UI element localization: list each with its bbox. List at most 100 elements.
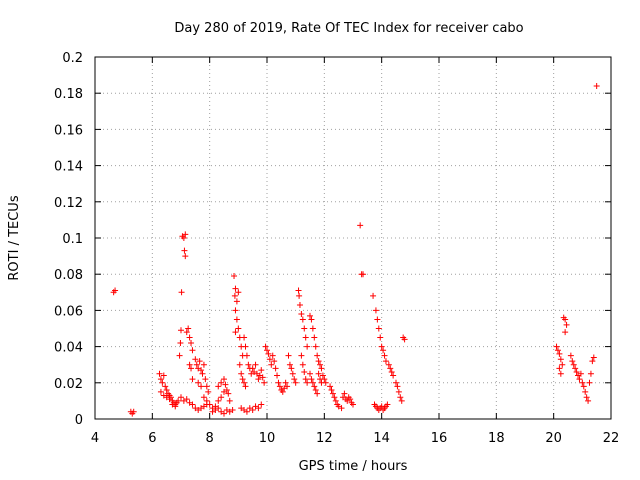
data-point bbox=[196, 358, 203, 365]
data-point bbox=[221, 376, 227, 383]
data-point bbox=[243, 408, 250, 415]
data-point bbox=[192, 356, 199, 363]
data-point bbox=[222, 381, 229, 388]
data-point bbox=[266, 356, 273, 363]
y-tick-label: 0.14 bbox=[54, 160, 83, 175]
data-point bbox=[587, 370, 594, 377]
data-point bbox=[377, 334, 384, 341]
data-point bbox=[258, 367, 265, 374]
data-point bbox=[261, 379, 268, 386]
data-point bbox=[298, 352, 305, 359]
data-point bbox=[275, 379, 282, 386]
y-tick-label: 0.06 bbox=[54, 304, 83, 319]
data-point bbox=[557, 356, 564, 363]
data-point bbox=[314, 352, 321, 359]
data-point bbox=[338, 405, 345, 412]
data-point bbox=[360, 271, 367, 278]
data-point bbox=[231, 292, 238, 299]
data-point bbox=[130, 408, 137, 415]
data-point bbox=[186, 334, 193, 341]
data-point bbox=[299, 316, 306, 323]
data-point bbox=[570, 361, 577, 368]
data-point bbox=[347, 396, 354, 403]
y-tick-label: 0.08 bbox=[54, 268, 83, 283]
data-point bbox=[314, 390, 321, 397]
data-point bbox=[242, 343, 249, 350]
grid-lines bbox=[95, 57, 611, 419]
data-point bbox=[372, 307, 379, 314]
data-point bbox=[586, 379, 593, 386]
data-point bbox=[318, 365, 325, 372]
data-point bbox=[215, 405, 222, 412]
data-point bbox=[307, 370, 313, 377]
data-point bbox=[567, 352, 574, 359]
data-point bbox=[308, 316, 315, 323]
data-point bbox=[218, 394, 225, 401]
data-point bbox=[249, 365, 256, 372]
data-point bbox=[288, 365, 295, 372]
data-points bbox=[110, 82, 600, 417]
data-point bbox=[387, 365, 394, 372]
data-point bbox=[580, 383, 587, 390]
data-point bbox=[590, 354, 597, 361]
data-point bbox=[292, 379, 299, 386]
data-point bbox=[203, 383, 210, 390]
data-point bbox=[332, 397, 339, 404]
data-point bbox=[176, 352, 183, 359]
data-point bbox=[235, 325, 242, 332]
data-point bbox=[291, 376, 298, 383]
x-tick-label: 16 bbox=[431, 431, 448, 446]
data-point bbox=[382, 358, 389, 365]
data-point bbox=[562, 329, 569, 336]
data-point bbox=[289, 370, 296, 377]
data-point bbox=[378, 343, 385, 350]
data-point bbox=[395, 388, 402, 395]
data-point bbox=[229, 406, 236, 413]
data-point bbox=[321, 376, 328, 383]
y-tick-label: 0.18 bbox=[54, 87, 83, 102]
data-point bbox=[178, 289, 185, 296]
y-tick-label: 0.16 bbox=[54, 123, 83, 138]
data-point bbox=[397, 394, 404, 401]
data-point bbox=[556, 350, 563, 357]
data-point bbox=[178, 327, 184, 334]
data-point bbox=[269, 352, 276, 359]
data-point bbox=[156, 370, 163, 377]
x-tick-label: 20 bbox=[545, 431, 562, 446]
data-point bbox=[241, 334, 248, 341]
data-point bbox=[311, 334, 318, 341]
data-point bbox=[583, 394, 590, 401]
data-point bbox=[175, 397, 182, 404]
data-point bbox=[186, 361, 193, 368]
data-point bbox=[255, 376, 262, 383]
data-point bbox=[553, 343, 560, 350]
data-point bbox=[218, 379, 225, 386]
data-point bbox=[381, 352, 388, 359]
data-point bbox=[308, 376, 315, 383]
data-point bbox=[286, 361, 293, 368]
x-tick-labels: 4 6 8 10 12 14 16 18 20 22 bbox=[91, 431, 619, 446]
data-point bbox=[249, 406, 256, 413]
data-point bbox=[569, 358, 576, 365]
y-axis-label: ROTI / TECUs bbox=[7, 195, 22, 280]
data-point bbox=[193, 361, 200, 368]
x-tick-label: 10 bbox=[259, 431, 276, 446]
data-point bbox=[319, 372, 326, 379]
data-point bbox=[189, 401, 196, 408]
data-point bbox=[215, 397, 222, 404]
data-point bbox=[304, 379, 311, 386]
data-point bbox=[298, 311, 305, 318]
data-point bbox=[557, 370, 564, 377]
data-point bbox=[181, 247, 188, 254]
x-tick-label: 6 bbox=[148, 431, 156, 446]
data-point bbox=[388, 368, 395, 375]
data-point bbox=[341, 390, 348, 397]
data-point bbox=[232, 285, 239, 292]
data-point bbox=[284, 383, 291, 390]
data-point bbox=[390, 372, 397, 379]
data-point bbox=[221, 410, 227, 417]
data-point bbox=[331, 394, 338, 401]
data-point bbox=[223, 387, 230, 394]
data-point bbox=[177, 339, 184, 346]
